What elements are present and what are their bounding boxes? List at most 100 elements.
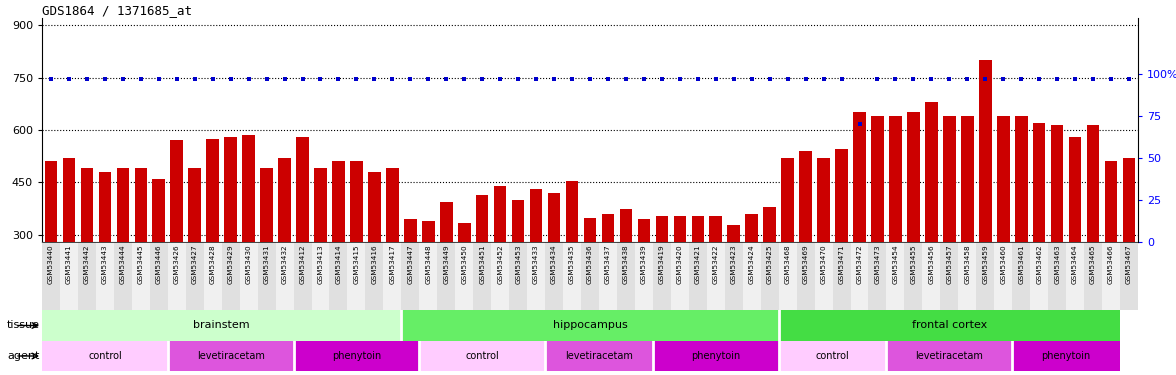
Bar	[1120, 242, 1138, 310]
Point	[509, 76, 528, 82]
Text: GSM53463: GSM53463	[1054, 244, 1060, 284]
Bar	[420, 242, 437, 310]
Point	[312, 76, 330, 82]
Bar	[207, 139, 219, 340]
Text: GSM53437: GSM53437	[604, 244, 612, 284]
Bar	[779, 242, 796, 310]
Text: GSM53424: GSM53424	[749, 244, 755, 284]
Bar	[149, 242, 168, 310]
Text: GSM53445: GSM53445	[138, 244, 143, 284]
Bar	[746, 214, 759, 340]
Bar	[887, 242, 904, 310]
Bar	[1048, 242, 1067, 310]
Bar	[494, 186, 507, 340]
Bar	[997, 116, 1009, 340]
Bar	[1030, 242, 1048, 310]
Bar	[670, 242, 689, 310]
Point	[527, 76, 546, 82]
Point	[113, 76, 132, 82]
Bar	[889, 116, 902, 340]
Bar	[743, 242, 761, 310]
Bar	[492, 242, 509, 310]
Text: GSM53426: GSM53426	[174, 244, 180, 284]
Point	[383, 76, 402, 82]
Bar	[473, 242, 492, 310]
Point	[599, 76, 617, 82]
Bar	[420, 341, 546, 371]
Bar	[943, 116, 956, 340]
Bar	[383, 242, 401, 310]
Point	[688, 76, 707, 82]
Bar	[455, 242, 473, 310]
Bar	[530, 189, 542, 340]
Point	[635, 76, 654, 82]
Point	[742, 76, 761, 82]
Bar	[225, 137, 236, 340]
Bar	[186, 242, 203, 310]
Text: GSM53470: GSM53470	[821, 244, 827, 284]
Bar	[168, 242, 186, 310]
Point	[419, 76, 437, 82]
Text: GSM53455: GSM53455	[910, 244, 916, 284]
Text: GSM53450: GSM53450	[461, 244, 467, 284]
Bar	[221, 242, 240, 310]
Bar	[926, 102, 937, 340]
Point	[203, 76, 222, 82]
Point	[562, 76, 581, 82]
Bar	[437, 242, 455, 310]
Bar	[546, 242, 563, 310]
Bar	[240, 242, 258, 310]
Bar	[800, 151, 811, 340]
Point	[850, 122, 869, 128]
Bar	[1123, 158, 1135, 340]
Text: levetiracetam: levetiracetam	[915, 351, 983, 361]
Bar	[78, 242, 96, 310]
Text: GSM53471: GSM53471	[838, 244, 844, 284]
Point	[436, 76, 455, 82]
Bar	[1067, 242, 1084, 310]
Bar	[763, 207, 776, 340]
Text: GSM53415: GSM53415	[354, 244, 360, 284]
Text: GSM53456: GSM53456	[928, 244, 935, 284]
Bar	[761, 242, 779, 310]
Text: GDS1864 / 1371685_at: GDS1864 / 1371685_at	[42, 4, 192, 17]
Text: GSM53420: GSM53420	[677, 244, 683, 284]
Point	[347, 76, 366, 82]
Text: GSM53417: GSM53417	[389, 244, 395, 284]
Bar	[583, 217, 596, 340]
Bar	[904, 242, 922, 310]
Text: GSM53469: GSM53469	[802, 244, 809, 284]
Point	[1030, 76, 1049, 82]
Text: GSM53448: GSM53448	[426, 244, 432, 284]
Bar	[602, 214, 614, 340]
Text: hippocampus: hippocampus	[553, 321, 627, 330]
Point	[1120, 76, 1138, 82]
Point	[616, 76, 635, 82]
Bar	[401, 242, 420, 310]
Text: GSM53462: GSM53462	[1036, 244, 1042, 284]
Text: GSM53416: GSM53416	[372, 244, 377, 284]
Bar	[1104, 162, 1117, 340]
Bar	[653, 242, 670, 310]
Bar	[42, 310, 401, 341]
Text: control: control	[466, 351, 499, 361]
Point	[1065, 76, 1084, 82]
Point	[814, 76, 833, 82]
Point	[940, 76, 958, 82]
Bar	[168, 341, 294, 371]
Bar	[1015, 116, 1028, 340]
Text: GSM53438: GSM53438	[623, 244, 629, 284]
Bar	[548, 193, 560, 340]
Bar	[294, 242, 312, 310]
Text: GSM53473: GSM53473	[875, 244, 881, 284]
Bar	[1084, 242, 1102, 310]
Bar	[405, 219, 416, 340]
Point	[132, 76, 151, 82]
Text: GSM53413: GSM53413	[318, 244, 323, 284]
Bar	[347, 242, 366, 310]
Bar	[114, 242, 132, 310]
Bar	[922, 242, 941, 310]
Bar	[134, 168, 147, 340]
Text: GSM53461: GSM53461	[1018, 244, 1024, 284]
Text: GSM53439: GSM53439	[641, 244, 647, 284]
